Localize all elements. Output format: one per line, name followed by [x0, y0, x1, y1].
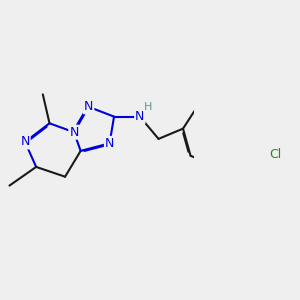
Text: N: N	[105, 137, 114, 150]
Text: N: N	[69, 126, 79, 139]
Text: Cl: Cl	[269, 148, 281, 161]
Text: H: H	[144, 102, 152, 112]
Text: N: N	[20, 136, 30, 148]
Text: N: N	[84, 100, 93, 113]
Text: N: N	[135, 110, 145, 123]
